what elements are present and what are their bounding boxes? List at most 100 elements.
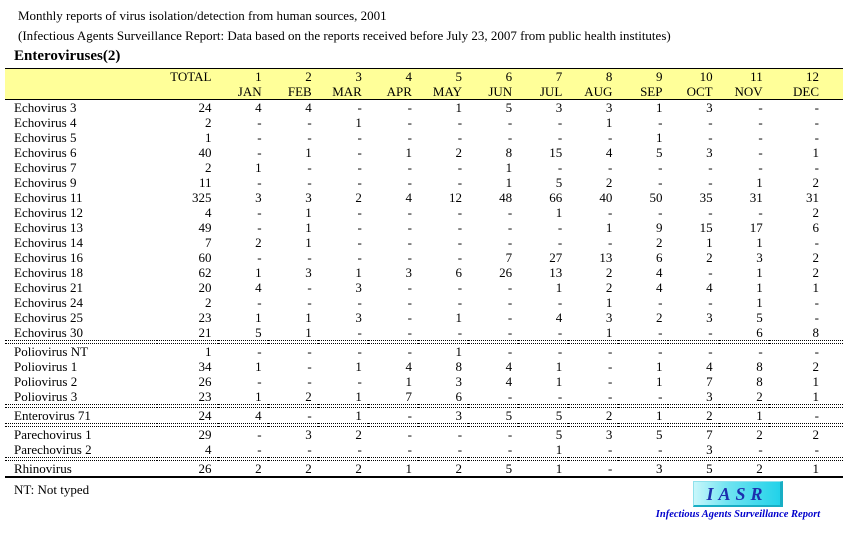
table-row: Echovirus 4 2 - - 1 - - - - 1 - - - - xyxy=(5,115,843,130)
month-value: 4 xyxy=(605,145,613,160)
header-row-numbers: TOTAL 1 2 3 4 5 6 7 8 9 10 11 12 xyxy=(5,68,843,84)
month-value: 15 xyxy=(549,145,563,160)
month-value: 5 xyxy=(756,310,763,325)
month-value: 4 xyxy=(505,359,513,374)
month-value: - xyxy=(357,160,362,175)
header-name-blank xyxy=(5,84,158,100)
month-value: - xyxy=(357,100,362,115)
month-value: - xyxy=(608,389,613,404)
page-subtitle: (Infectious Agents Surveillance Report: … xyxy=(18,28,671,43)
month-value: - xyxy=(407,325,412,340)
total-value: 7 xyxy=(205,235,212,250)
month-value: - xyxy=(658,160,663,175)
virus-name: Echovirus 12 xyxy=(14,205,83,220)
total-value: 62 xyxy=(198,265,212,280)
month-value: - xyxy=(407,115,412,130)
iasr-logo-box[interactable]: IASR xyxy=(693,481,783,507)
month-value: 13 xyxy=(549,265,563,280)
virus-name: Echovirus 25 xyxy=(14,310,83,325)
month-value: - xyxy=(708,205,713,220)
month-value: - xyxy=(758,160,763,175)
month-value: 1 xyxy=(605,220,613,235)
month-value: - xyxy=(407,250,412,265)
header-month-number: 2 xyxy=(267,68,318,84)
month-value: - xyxy=(307,359,312,374)
header-month-abbr: NOV xyxy=(718,84,769,100)
table-row: Echovirus 18 62 1 3 1 3 6 26 13 2 4-1 2 xyxy=(5,265,843,280)
month-value: 2 xyxy=(655,310,663,325)
month-value: 1 xyxy=(518,460,569,478)
virus-name: Poliovirus 3 xyxy=(14,389,78,404)
header-month-number: 4 xyxy=(367,68,418,84)
month-value: - xyxy=(608,359,613,374)
month-value: 3 xyxy=(455,408,463,423)
month-value: - xyxy=(307,175,312,190)
month-value: - xyxy=(814,235,819,250)
month-value: 1 xyxy=(812,389,820,404)
month-value: 1 xyxy=(555,359,563,374)
month-value: 35 xyxy=(699,190,713,205)
month-value: - xyxy=(307,344,312,359)
month-value: - xyxy=(758,145,763,160)
month-value: 2 xyxy=(455,145,463,160)
month-value: 2 xyxy=(812,427,820,442)
month-value: 4 xyxy=(706,359,713,374)
table-row: Poliovirus 3 23 1 2 1 7 6- - - -3 2 1 xyxy=(5,389,843,405)
month-value: 1 xyxy=(255,160,262,175)
header-month-abbr: DEC xyxy=(768,84,843,100)
month-value: 1 xyxy=(505,175,513,190)
month-value: - xyxy=(507,389,513,404)
month-value: - xyxy=(708,130,713,145)
month-value: 1 xyxy=(455,344,463,359)
month-value: - xyxy=(507,310,513,325)
total-value: 325 xyxy=(192,190,212,205)
month-value: 1 xyxy=(255,265,262,280)
month-value: 2 xyxy=(812,359,820,374)
header-month-abbr: AUG xyxy=(568,84,619,100)
month-value: 5 xyxy=(655,145,663,160)
month-value: 5 xyxy=(655,427,663,442)
virus-name: Echovirus 4 xyxy=(14,115,77,130)
month-value: - xyxy=(407,442,412,457)
month-value: 8 xyxy=(812,325,820,340)
month-value: 1 xyxy=(305,325,312,340)
month-value: 3 xyxy=(605,310,613,325)
month-value: 8 xyxy=(455,359,463,374)
month-value: - xyxy=(307,374,312,389)
month-value: - xyxy=(307,250,312,265)
month-value: - xyxy=(557,325,563,340)
header-month-number: 5 xyxy=(417,68,469,84)
month-value: 1 xyxy=(305,235,312,250)
table-row: Poliovirus NT 1 - - - - 1 - - - - - - - xyxy=(5,344,843,360)
virus-name: Echovirus 11 xyxy=(14,190,83,205)
table-row: Echovirus 3 24 4 4 - - 1 5 3 3 1 3 - - xyxy=(5,100,843,116)
month-value: 2 xyxy=(812,205,820,220)
dotted-separator-line xyxy=(5,457,843,461)
month-value: 5 xyxy=(468,460,519,478)
month-value: 2 xyxy=(355,427,362,442)
table-row: Echovirus 7 2 1 - - - - 1 - - - - - - xyxy=(5,160,843,175)
month-value: - xyxy=(557,344,563,359)
month-value: 2 xyxy=(756,389,763,404)
month-value: 15 xyxy=(699,220,713,235)
virus-name: Echovirus 5 xyxy=(14,130,77,145)
month-value: - xyxy=(658,344,663,359)
iasr-logo-caption[interactable]: Infectious Agents Surveillance Report xyxy=(655,509,821,520)
month-value: 1 xyxy=(756,280,763,295)
header-month-number: 12 xyxy=(768,68,843,84)
header-month-abbr: SEP xyxy=(618,84,669,100)
month-value: 1 xyxy=(768,460,843,478)
month-value: 2 xyxy=(605,280,613,295)
table-row: Poliovirus 1 34 1-1 4 8 4 1-1 4 8 2 xyxy=(5,359,843,374)
month-value: - xyxy=(457,280,463,295)
month-value: - xyxy=(507,130,513,145)
month-value: - xyxy=(457,250,463,265)
month-value: 40 xyxy=(599,190,613,205)
month-value: 1 xyxy=(555,205,563,220)
month-value: - xyxy=(257,115,262,130)
month-value: - xyxy=(257,250,262,265)
month-value: - xyxy=(457,295,463,310)
virus-name: Poliovirus 1 xyxy=(14,359,78,374)
table-row: Echovirus 25 23 1 1 3-1-4 3 2 3 5- xyxy=(5,310,843,325)
